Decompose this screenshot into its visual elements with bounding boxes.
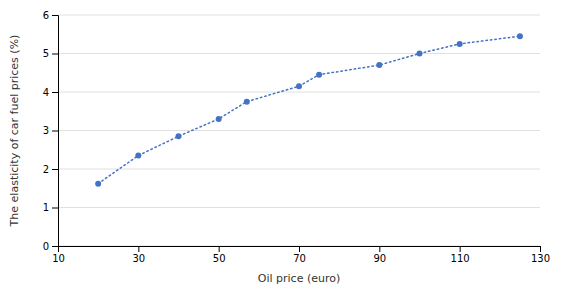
x-tick: 70	[293, 246, 306, 264]
y-tick: 0	[43, 241, 58, 252]
marks	[95, 33, 523, 186]
grid-line	[58, 53, 540, 54]
y-tick-label: 5	[43, 48, 49, 59]
x-tick-label: 50	[213, 253, 226, 264]
x-tick-label: 10	[52, 253, 65, 264]
y-tick: 4	[43, 87, 58, 98]
y-tick-label: 4	[43, 87, 49, 98]
point	[417, 51, 423, 57]
grid-line	[58, 15, 540, 16]
y-tick-mark	[52, 169, 58, 170]
y-tick-label: 6	[43, 10, 49, 21]
point	[176, 133, 182, 139]
y-tick-label: 1	[43, 202, 49, 213]
x-tick-label: 90	[373, 253, 386, 264]
x-axis: 10 30 50 70 90 110 130	[52, 246, 550, 264]
point	[135, 153, 141, 159]
y-tick: 3	[43, 125, 58, 136]
grid-line	[58, 130, 540, 131]
x-axis-title: Oil price (euro)	[258, 272, 340, 285]
x-tick-mark	[138, 246, 139, 252]
grid-line	[58, 92, 540, 93]
x-tick-label: 110	[451, 253, 470, 264]
x-tick-label: 70	[293, 253, 306, 264]
point	[376, 62, 382, 68]
y-tick-mark	[52, 131, 58, 132]
x-tick-mark	[540, 246, 541, 252]
y-tick: 6	[43, 10, 58, 21]
y-tick-mark	[52, 54, 58, 55]
x-tick-mark	[460, 246, 461, 252]
grid-line	[58, 169, 540, 170]
x-axis-line	[59, 247, 541, 253]
point	[457, 41, 463, 47]
point	[316, 72, 322, 78]
grid-line	[58, 207, 540, 208]
x-tick: 110	[451, 246, 470, 264]
point	[244, 99, 250, 105]
y-tick: 5	[43, 48, 58, 59]
y-tick-mark	[52, 15, 58, 16]
x-tick: 90	[373, 246, 386, 264]
y-tick: 2	[43, 164, 58, 175]
y-tick: 1	[43, 202, 58, 213]
y-axis: 0 1 2 3 4 5 6	[43, 10, 59, 252]
line	[98, 36, 520, 183]
point	[296, 83, 302, 89]
x-tick-mark	[299, 246, 300, 252]
point	[517, 33, 523, 39]
grid	[58, 15, 540, 246]
x-tick: 30	[132, 246, 145, 264]
y-tick-label: 3	[43, 125, 49, 136]
y-tick-mark	[52, 92, 58, 93]
chart: 10 30 50 70 90 110 130 0 1 2 3 4 5 6 Oil price (euro) T…	[0, 0, 562, 290]
y-tick-mark	[52, 208, 58, 209]
x-tick: 10	[52, 246, 65, 264]
plot: 10 30 50 70 90 110 130 0 1 2 3 4 5 6	[43, 10, 550, 264]
y-tick-label: 0	[43, 241, 49, 252]
y-axis-title: The elasticity of car fuel prices (%)	[8, 35, 21, 228]
point	[216, 116, 222, 122]
x-tick-label: 30	[132, 253, 145, 264]
y-axis-line	[52, 16, 59, 247]
y-tick-label: 2	[43, 164, 49, 175]
x-tick-label: 130	[531, 253, 550, 264]
x-tick-mark	[219, 246, 220, 252]
x-tick: 130	[531, 246, 550, 264]
point	[95, 181, 101, 187]
x-tick-mark	[379, 246, 380, 252]
x-tick: 50	[213, 246, 226, 264]
y-tick-mark	[52, 246, 58, 247]
